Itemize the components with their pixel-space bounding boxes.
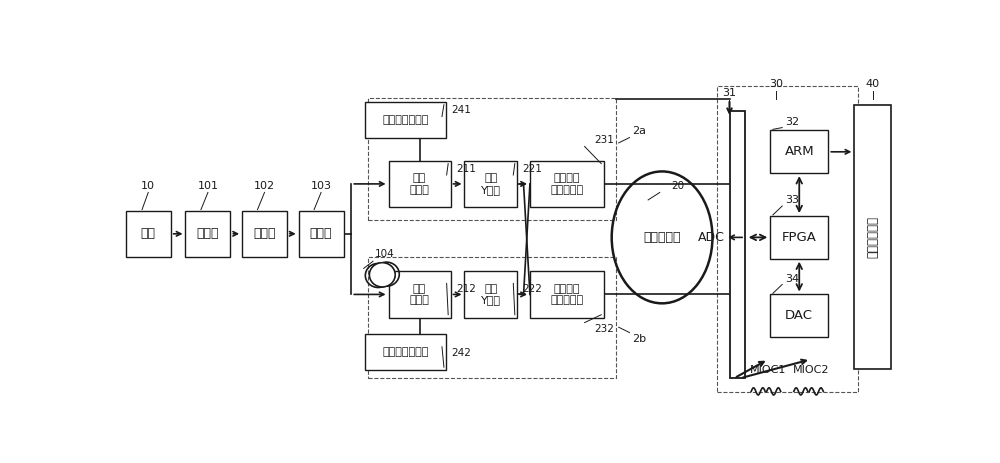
FancyBboxPatch shape bbox=[365, 334, 446, 370]
Text: 40: 40 bbox=[866, 80, 880, 89]
Text: DAC: DAC bbox=[785, 309, 813, 322]
FancyBboxPatch shape bbox=[365, 102, 446, 138]
FancyBboxPatch shape bbox=[464, 271, 517, 318]
FancyBboxPatch shape bbox=[770, 294, 828, 337]
Bar bbox=[368, 257, 616, 378]
FancyBboxPatch shape bbox=[854, 106, 891, 369]
Text: 2a: 2a bbox=[632, 126, 646, 136]
FancyBboxPatch shape bbox=[464, 161, 517, 207]
Text: 第二光电探测器: 第二光电探测器 bbox=[382, 347, 429, 357]
Text: 32: 32 bbox=[785, 117, 799, 127]
Text: 消偏器: 消偏器 bbox=[253, 227, 276, 240]
FancyBboxPatch shape bbox=[770, 131, 828, 173]
Text: 232: 232 bbox=[594, 324, 614, 334]
FancyBboxPatch shape bbox=[388, 271, 451, 318]
Text: 2b: 2b bbox=[632, 334, 646, 344]
FancyBboxPatch shape bbox=[185, 211, 230, 257]
Text: 102: 102 bbox=[254, 181, 275, 191]
Text: 34: 34 bbox=[785, 274, 799, 284]
Text: 104: 104 bbox=[375, 250, 394, 259]
Text: 242: 242 bbox=[451, 348, 471, 358]
Text: 20: 20 bbox=[671, 181, 684, 191]
Text: 第一偏振
分束合束器: 第一偏振 分束合束器 bbox=[550, 173, 583, 195]
Text: 33: 33 bbox=[785, 195, 799, 205]
Text: 保偏光纤环: 保偏光纤环 bbox=[643, 231, 681, 244]
FancyBboxPatch shape bbox=[770, 216, 828, 259]
Bar bbox=[717, 86, 858, 393]
Text: 211: 211 bbox=[456, 164, 476, 174]
Text: 第一光电探测器: 第一光电探测器 bbox=[382, 115, 429, 125]
Text: 光源: 光源 bbox=[141, 227, 156, 240]
Text: 第一
Y波导: 第一 Y波导 bbox=[481, 173, 501, 195]
Text: 101: 101 bbox=[197, 181, 218, 191]
Text: MIOC2: MIOC2 bbox=[793, 365, 829, 375]
Text: 241: 241 bbox=[451, 106, 471, 115]
Text: 第二
环形器: 第二 环形器 bbox=[410, 284, 429, 305]
Text: 第二
Y波导: 第二 Y波导 bbox=[481, 284, 501, 305]
FancyBboxPatch shape bbox=[730, 111, 745, 378]
FancyBboxPatch shape bbox=[388, 161, 451, 207]
Ellipse shape bbox=[370, 263, 395, 287]
Text: FPGA: FPGA bbox=[782, 231, 817, 244]
FancyBboxPatch shape bbox=[242, 211, 287, 257]
FancyBboxPatch shape bbox=[530, 161, 604, 207]
Text: 31: 31 bbox=[722, 88, 736, 98]
Text: 212: 212 bbox=[456, 284, 476, 294]
FancyBboxPatch shape bbox=[299, 211, 344, 257]
FancyBboxPatch shape bbox=[530, 271, 604, 318]
Text: 第一
环形器: 第一 环形器 bbox=[410, 173, 429, 195]
Text: 103: 103 bbox=[311, 181, 332, 191]
Text: 231: 231 bbox=[594, 135, 614, 145]
Text: ADC: ADC bbox=[698, 231, 725, 244]
Bar bbox=[368, 98, 616, 219]
Text: 30: 30 bbox=[769, 80, 783, 89]
Text: 误差补偿单元: 误差补偿单元 bbox=[866, 216, 879, 258]
Text: 第二偏振
分束合束器: 第二偏振 分束合束器 bbox=[550, 284, 583, 305]
Text: ARM: ARM bbox=[784, 145, 814, 158]
Text: 10: 10 bbox=[141, 181, 155, 191]
Text: 起偏器: 起偏器 bbox=[197, 227, 219, 240]
Text: 222: 222 bbox=[523, 284, 542, 294]
Text: MIOC1: MIOC1 bbox=[750, 365, 786, 375]
Text: 221: 221 bbox=[523, 164, 542, 174]
Text: 耦合器: 耦合器 bbox=[310, 227, 332, 240]
FancyBboxPatch shape bbox=[126, 211, 171, 257]
